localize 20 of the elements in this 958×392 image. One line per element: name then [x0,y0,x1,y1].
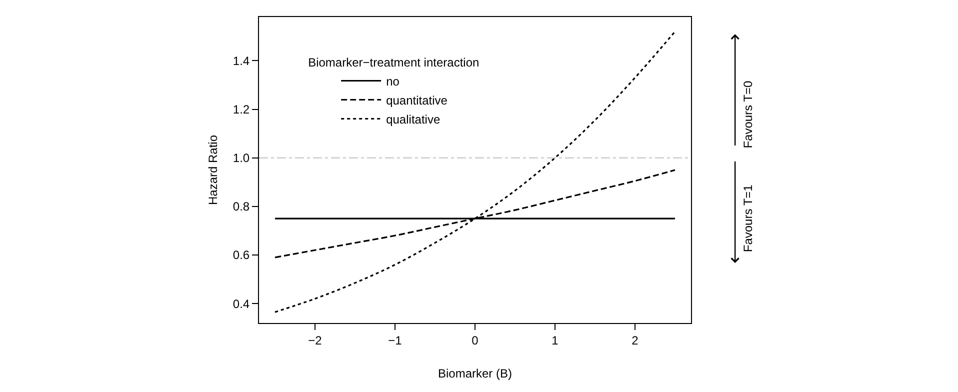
y-tick-label: 1.2 [232,102,250,116]
text: Favours T=0 [740,80,755,148]
legend-label: qualitative [386,112,440,126]
y-tick-label: 0.4 [232,296,250,311]
line-series [274,30,676,313]
x-tick-label: 2 [632,333,639,348]
y-tick-label: 1.0 [232,151,250,166]
y-tick-label: 0.8 [232,200,250,214]
text: Favours T=1 [741,184,756,252]
x-tick-label: 1 [552,333,559,348]
legend-label: quantitative [386,93,448,108]
y-tick-label: 1.4 [232,54,250,68]
x-tick-label: −1 [388,333,402,348]
legend-title: Biomarker−treatment interaction [308,55,480,70]
x-axis-title: Biomarker (B) [438,366,512,380]
legend-label: no [386,74,400,88]
y-tick-label: 0.6 [232,248,250,262]
x-tick-label: 0 [472,333,479,348]
x-tick-label: −2 [308,333,322,348]
y-axis-title: Hazard Ratio [206,134,220,206]
